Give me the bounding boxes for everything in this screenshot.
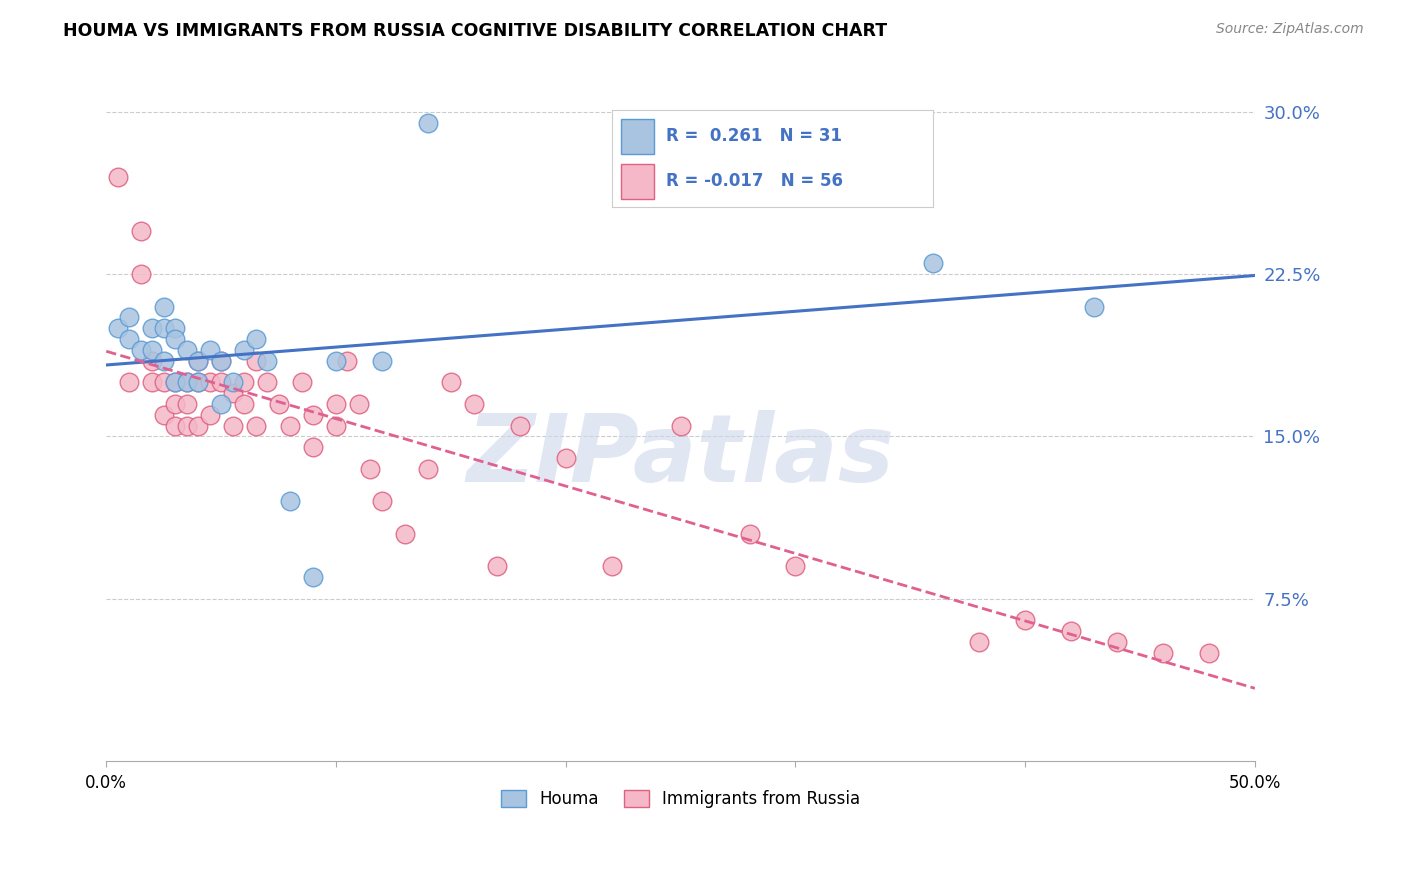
Point [290, 376, 312, 390]
Point [209, 397, 232, 411]
Point [198, 408, 221, 422]
Point [198, 343, 221, 357]
Point [176, 376, 198, 390]
Point [233, 376, 256, 390]
Point [1083, 300, 1105, 314]
Point [221, 386, 243, 401]
Point [198, 376, 221, 390]
Point [176, 418, 198, 433]
Point [141, 353, 163, 368]
Point [187, 418, 209, 433]
Point [107, 321, 129, 335]
Point [325, 353, 347, 368]
Point [209, 353, 232, 368]
Point [165, 376, 187, 390]
Point [785, 559, 807, 574]
Point [669, 418, 692, 433]
Point [165, 321, 187, 335]
Point [256, 376, 278, 390]
Point [509, 418, 531, 433]
Point [152, 376, 174, 390]
Point [152, 353, 174, 368]
Point [347, 397, 370, 411]
Point [141, 376, 163, 390]
Point [165, 418, 187, 433]
Point [245, 332, 267, 346]
Point [245, 418, 267, 433]
Point [152, 408, 174, 422]
Point [187, 376, 209, 390]
Point [554, 451, 576, 466]
Point [176, 343, 198, 357]
Point [600, 559, 623, 574]
Point [187, 353, 209, 368]
Point [371, 353, 394, 368]
Point [152, 300, 174, 314]
Point [1060, 624, 1083, 639]
Point [278, 494, 301, 508]
Point [187, 353, 209, 368]
Text: Source: ZipAtlas.com: Source: ZipAtlas.com [1216, 22, 1364, 37]
Point [325, 397, 347, 411]
Point [107, 169, 129, 184]
Point [922, 256, 945, 270]
Point [118, 376, 141, 390]
Point [176, 376, 198, 390]
Point [129, 267, 152, 281]
Point [371, 494, 394, 508]
Point [209, 353, 232, 368]
Point [336, 353, 359, 368]
Point [302, 408, 325, 422]
Point [394, 526, 416, 541]
Point [359, 462, 381, 476]
Point [1198, 646, 1220, 660]
Point [165, 397, 187, 411]
Point [416, 462, 439, 476]
Point [245, 353, 267, 368]
Point [233, 343, 256, 357]
Point [221, 418, 243, 433]
Point [152, 321, 174, 335]
Point [176, 397, 198, 411]
Point [302, 440, 325, 454]
Point [440, 376, 463, 390]
Text: ZIPatlas: ZIPatlas [467, 410, 894, 502]
Point [141, 321, 163, 335]
Point [118, 310, 141, 325]
Legend: Houma, Immigrants from Russia: Houma, Immigrants from Russia [495, 783, 868, 815]
Point [463, 397, 485, 411]
Point [165, 376, 187, 390]
Point [416, 115, 439, 129]
Point [118, 332, 141, 346]
Point [165, 332, 187, 346]
Point [278, 418, 301, 433]
Point [256, 353, 278, 368]
Point [1152, 646, 1174, 660]
Point [485, 559, 508, 574]
Point [969, 635, 991, 649]
Point [267, 397, 290, 411]
Point [187, 376, 209, 390]
Text: HOUMA VS IMMIGRANTS FROM RUSSIA COGNITIVE DISABILITY CORRELATION CHART: HOUMA VS IMMIGRANTS FROM RUSSIA COGNITIV… [63, 22, 887, 40]
Point [129, 224, 152, 238]
Point [1107, 635, 1129, 649]
Point [302, 570, 325, 584]
Point [209, 376, 232, 390]
Point [233, 397, 256, 411]
Point [1014, 614, 1036, 628]
Point [129, 343, 152, 357]
Point [141, 343, 163, 357]
Point [738, 526, 761, 541]
Point [221, 376, 243, 390]
Point [325, 418, 347, 433]
